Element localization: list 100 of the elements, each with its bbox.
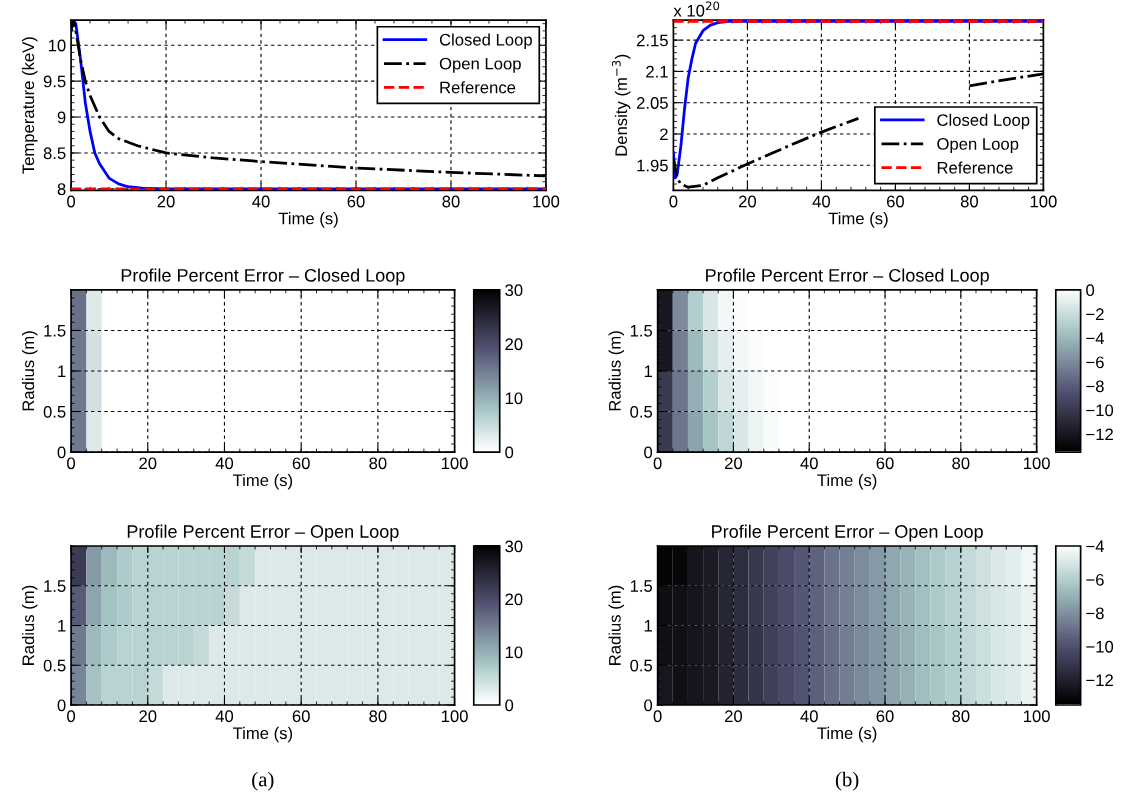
- y-tick-label: 0: [57, 699, 66, 712]
- y-tick-label: 2.1: [646, 65, 668, 78]
- y-tick-label: 10: [48, 39, 66, 52]
- y-tick-label: 0: [644, 446, 653, 459]
- y-tick-label: 1.5: [44, 325, 66, 337]
- y-tick-label: 0: [644, 699, 653, 712]
- y-tick-label: 0.5: [630, 659, 653, 672]
- x-tick-label: 100: [1024, 710, 1050, 723]
- x-tick-label: 60: [292, 710, 310, 723]
- y-tick-label: 0.5: [630, 405, 653, 418]
- x-tick-label: 20: [725, 457, 743, 470]
- x-tick-label: 40: [800, 457, 818, 470]
- y-tick-label: 0: [57, 446, 66, 459]
- x-tick-label: 40: [215, 457, 234, 470]
- y-axis-title: Temperature (keV): [21, 37, 38, 174]
- color-bar-label: −10: [1086, 404, 1114, 417]
- text: x 10$^{20}$: [673, 1, 720, 17]
- color-bar-label: −4: [1086, 332, 1104, 344]
- x-tick-label: 0: [67, 457, 76, 470]
- y-axis-title: Density (m$^{−3}$): [611, 54, 631, 156]
- color-bar-label: −8: [1086, 380, 1104, 393]
- y-tick-label: 2: [660, 128, 668, 141]
- y-tick-label: 0.5: [43, 659, 66, 672]
- chart-title: Profile Percent Error – Open Loop: [712, 524, 983, 542]
- y-tick-label: 1.5: [44, 580, 66, 592]
- x-tick-label: 100: [533, 195, 560, 208]
- y-tick-label: 1.5: [630, 580, 653, 592]
- x-tick-label: 80: [442, 195, 460, 208]
- x-tick-label: 20: [139, 710, 157, 723]
- x-axis-title: Time (s): [232, 473, 293, 490]
- x-tick-label: 60: [292, 457, 310, 470]
- y-axis-title: Radius (m): [21, 331, 38, 411]
- x-axis-title: Time (s): [817, 726, 877, 743]
- x-tick-label: 0: [669, 195, 678, 208]
- color-bar-label: 10: [505, 646, 523, 659]
- color-bar-label: 20: [505, 593, 523, 606]
- x-tick-label: 60: [347, 195, 365, 208]
- x-axis-title: Time (s): [278, 212, 338, 228]
- color-bar-label: 0: [505, 699, 514, 712]
- x-axis-title: Time (s): [828, 212, 888, 228]
- x-tick-label: 20: [738, 195, 757, 208]
- x-tick-label: 60: [876, 457, 894, 470]
- x-tick-label: 80: [952, 457, 970, 470]
- chart-title: Profile Percent Error – Closed Loop: [706, 268, 989, 286]
- y-tick-label: 8: [57, 183, 66, 196]
- x-tick-label: 40: [800, 710, 818, 723]
- x-tick-label: 80: [952, 710, 970, 723]
- legend-label: Open Loop: [937, 138, 1019, 154]
- color-bar-label: 30: [505, 284, 523, 297]
- y-axis-title: Radius (m): [608, 585, 625, 665]
- y-tick-label: 9: [57, 111, 66, 124]
- legend-label: Reference: [937, 161, 1013, 174]
- y-tick-label: 1: [644, 365, 652, 378]
- x-tick-label: 40: [215, 710, 234, 723]
- chart-title: Profile Percent Error – Open Loop: [127, 524, 399, 542]
- color-bar-label: 0: [1086, 284, 1095, 297]
- x-tick-label: 20: [157, 195, 175, 208]
- x-tick-label: 20: [725, 710, 743, 723]
- y-axis-title: Radius (m): [21, 585, 38, 665]
- color-bar-label: −2: [1086, 308, 1104, 320]
- y-tick-label: 0.5: [43, 405, 66, 418]
- x-tick-label: 60: [886, 195, 905, 208]
- color-bar-label: −6: [1086, 573, 1104, 586]
- y-tick-label: 1: [58, 365, 66, 378]
- x-tick-label: 80: [369, 710, 387, 723]
- legend-label: Closed Loop: [439, 33, 532, 49]
- y-tick-label: 2.15: [636, 34, 668, 47]
- x-tick-label: 40: [812, 195, 831, 208]
- y-tick-label: 1.5: [630, 325, 653, 337]
- x-axis-title: Time (s): [232, 726, 293, 743]
- x-tick-label: 100: [441, 457, 468, 470]
- x-tick-label: 100: [441, 710, 468, 723]
- y-tick-label: 1: [58, 620, 66, 632]
- text: (b): [835, 771, 859, 791]
- color-bar-label: 0: [505, 446, 514, 459]
- x-tick-label: 0: [67, 710, 76, 723]
- x-tick-label: 60: [876, 710, 894, 723]
- x-tick-label: 100: [1024, 457, 1050, 470]
- x-axis-title: Time (s): [817, 473, 877, 490]
- legend-label: Open Loop: [439, 57, 521, 73]
- x-tick-label: 0: [67, 195, 76, 208]
- color-bar-label: −10: [1086, 640, 1114, 653]
- legend-label: Reference: [440, 81, 516, 94]
- color-bar-label: −12: [1086, 674, 1113, 686]
- x-tick-label: 20: [139, 457, 157, 470]
- color-bar-label: −8: [1086, 607, 1104, 620]
- y-tick-label: 2.05: [636, 97, 668, 109]
- text: (a): [252, 771, 274, 791]
- color-bar-label: −4: [1086, 540, 1104, 553]
- color-bar-label: −6: [1086, 356, 1104, 369]
- color-bar-label: 20: [505, 338, 523, 351]
- x-tick-label: 100: [1030, 195, 1057, 208]
- y-tick-label: 8.5: [43, 147, 66, 160]
- y-axis-title: Radius (m): [608, 331, 625, 411]
- y-tick-label: 1.95: [637, 159, 668, 172]
- legend-label: Closed Loop: [937, 113, 1030, 130]
- y-tick-label: 1: [644, 620, 652, 632]
- color-bar-label: −12: [1086, 428, 1113, 441]
- x-tick-label: 80: [369, 457, 387, 470]
- color-bar-label: 10: [505, 392, 523, 405]
